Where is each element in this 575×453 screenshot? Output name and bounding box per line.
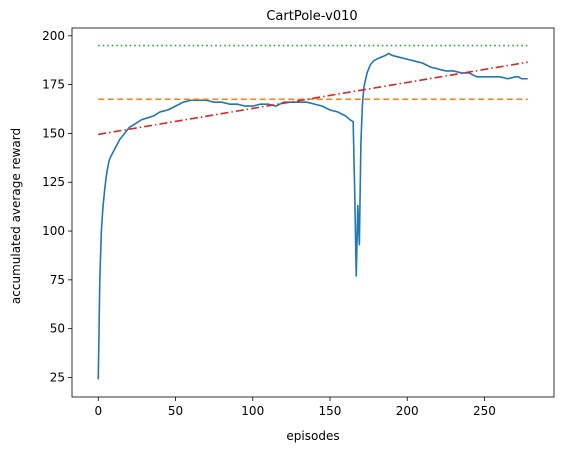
x-tick-label: 100 <box>241 404 264 418</box>
x-tick-label: 50 <box>168 404 183 418</box>
plot-area <box>97 44 528 380</box>
plot-frame <box>71 27 555 398</box>
trend-line <box>98 61 528 136</box>
y-tick-label: 175 <box>42 78 65 92</box>
chart-title: CartPole-v010 <box>266 9 357 24</box>
x-tick-label: 0 <box>94 404 102 418</box>
y-tick-label: 150 <box>42 126 65 140</box>
y-axis-label: accumulated average reward <box>9 128 23 304</box>
average-reward-line <box>97 52 528 380</box>
y-tick-label: 200 <box>42 29 65 43</box>
y-tick-label: 25 <box>50 370 65 384</box>
y-tick-label: 125 <box>42 175 65 189</box>
x-tick-label: 200 <box>396 404 419 418</box>
x-axis-label: episodes <box>286 429 339 443</box>
y-tick-label: 50 <box>50 322 65 336</box>
y-axis: 25 50 75 100 125 150 175 200 <box>42 29 72 384</box>
y-tick-label: 75 <box>50 273 65 287</box>
x-tick-label: 250 <box>473 404 496 418</box>
x-tick-label: 150 <box>319 404 342 418</box>
y-tick-label: 100 <box>42 224 65 238</box>
x-axis: 0 50 100 150 200 250 <box>94 397 496 418</box>
